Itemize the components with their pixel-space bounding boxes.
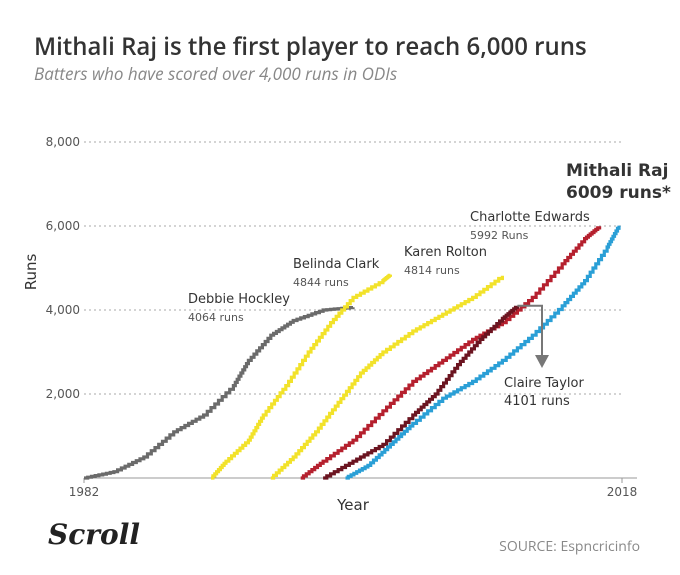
scroll-logo: Scroll — [48, 518, 140, 551]
series-line — [84, 306, 355, 480]
series-label: 4814 runs — [404, 264, 460, 277]
series-label: Karen Rolton — [404, 245, 487, 260]
series-line — [270, 275, 504, 480]
pointer-arrowhead — [535, 355, 549, 368]
series-label: 4064 runs — [188, 311, 244, 324]
series-label: 4101 runs — [504, 394, 570, 409]
series-label: Charlotte Edwards — [470, 210, 590, 225]
series-label: Belinda Clark — [293, 257, 380, 272]
series-label: Mithali Raj — [566, 161, 668, 181]
chart-subtitle: Batters who have scored over 4,000 runs … — [34, 62, 398, 85]
y-tick-label: 4,000 — [46, 303, 80, 317]
x-tick-label: 1982 — [69, 485, 100, 499]
series-label: 6009 runs* — [566, 183, 671, 203]
x-tick-label: 2018 — [607, 485, 638, 499]
series-line — [345, 225, 621, 480]
series-label: 4844 runs — [293, 276, 349, 289]
series-label: Claire Taylor — [504, 376, 584, 391]
series-label: Debbie Hockley — [188, 292, 290, 307]
pointer-line — [517, 304, 543, 355]
source-note: SOURCE: Espncricinfo — [499, 537, 640, 556]
chart-title: Mithali Raj is the first player to reach… — [34, 30, 587, 63]
y-axis-title: Runs — [22, 254, 40, 291]
y-tick-label: 6,000 — [46, 219, 80, 233]
x-axis-title: Year — [336, 496, 370, 514]
series-line — [211, 273, 392, 480]
y-tick-label: 2,000 — [46, 387, 80, 401]
series-label: 5992 Runs — [470, 229, 529, 242]
series-line — [323, 305, 519, 480]
series-line — [300, 226, 602, 480]
y-tick-label: 8,000 — [46, 135, 80, 149]
